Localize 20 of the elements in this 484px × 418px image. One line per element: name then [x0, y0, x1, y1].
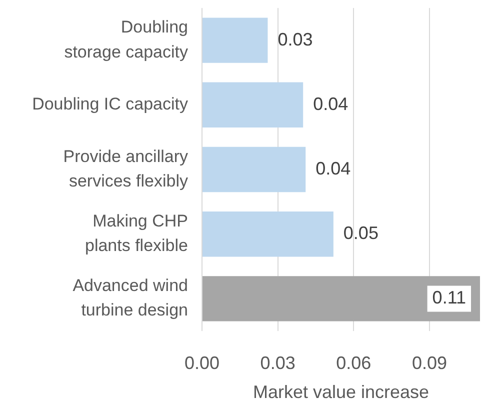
x-tick-label: 0.06 [336, 352, 372, 373]
data-label: 0.05 [343, 223, 378, 244]
bar [202, 146, 306, 192]
data-label: 0.11 [432, 288, 466, 308]
x-axis-title: Market value increase [252, 382, 430, 402]
bar [202, 18, 268, 63]
data-label: 0.04 [313, 94, 348, 114]
bar [202, 82, 304, 128]
y-tick-label: Provide ancillary services flexibly [63, 146, 188, 191]
bar [202, 211, 334, 257]
y-tick-label: Making CHP plants flexible [84, 211, 188, 256]
y-tick-label: Advanced wind turbine design [72, 276, 188, 320]
y-tick-label: Doubling IC capacity [32, 94, 188, 114]
data-label: 0.04 [316, 158, 351, 178]
bar [202, 276, 480, 322]
x-tick-label: 0.09 [412, 352, 447, 373]
x-tick-label: 0.03 [260, 352, 296, 373]
x-tick-label: 0.00 [184, 352, 220, 373]
y-tick-label: Doubling storage capacity [64, 18, 188, 62]
data-label: 0.03 [278, 29, 313, 50]
